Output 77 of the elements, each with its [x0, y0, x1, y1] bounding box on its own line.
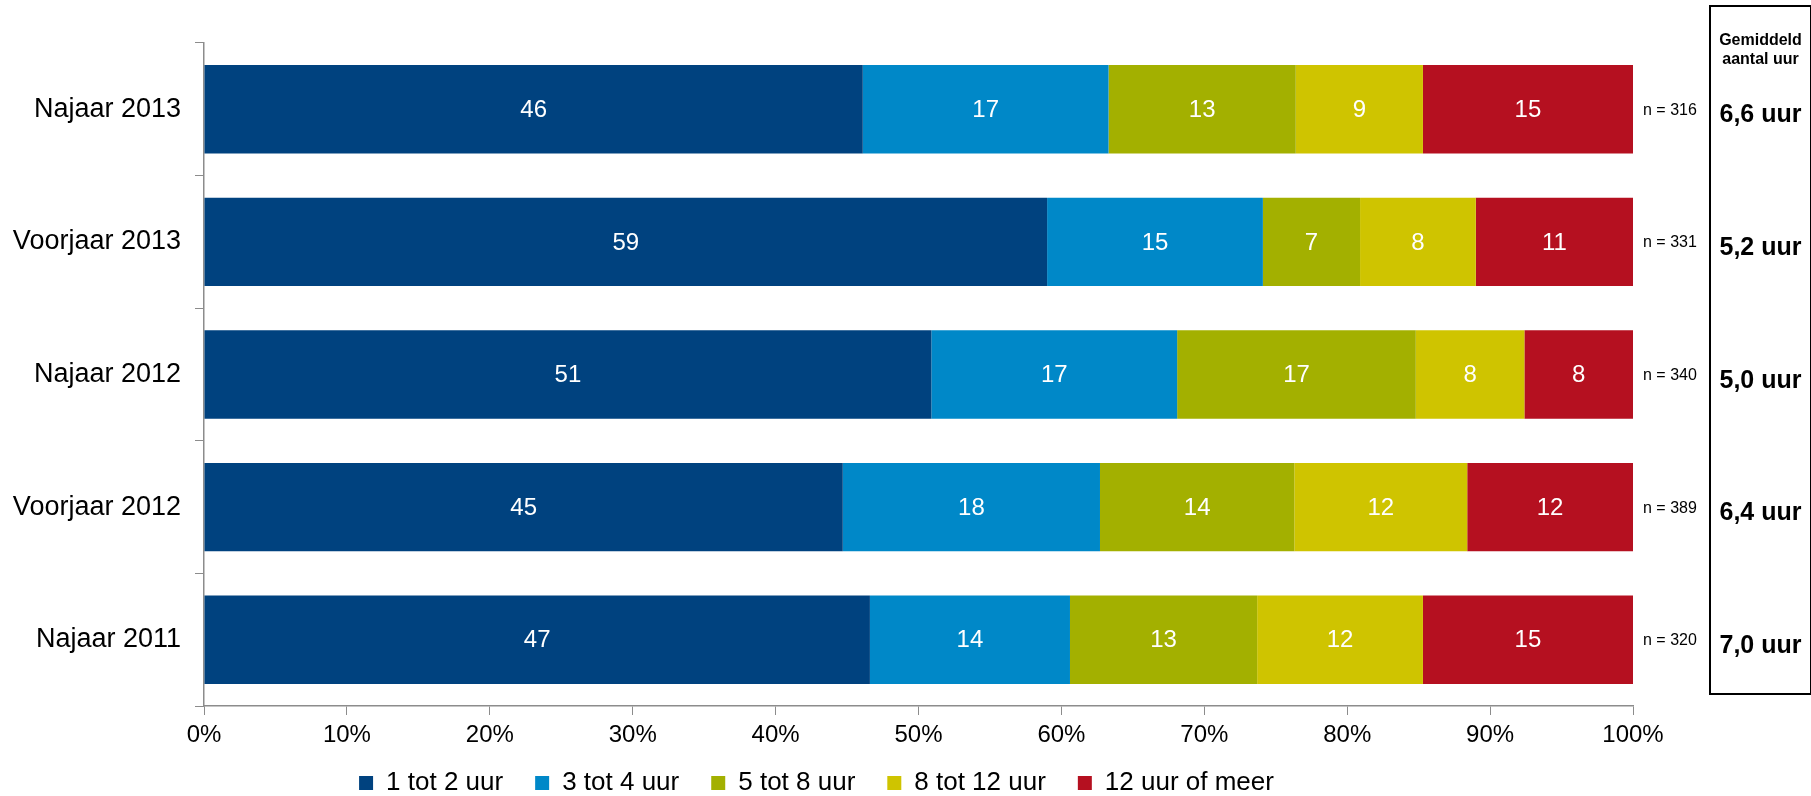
legend-label: 1 tot 2 uur: [386, 766, 504, 796]
bar: [1069, 595, 1258, 684]
bar: [1108, 65, 1296, 154]
text: n = 331: [1643, 233, 1697, 251]
data-label: 7: [1304, 227, 1319, 255]
bar: [204, 197, 1048, 287]
text: n = 316: [1643, 100, 1697, 118]
y-tick-label: Najaar 2013: [33, 92, 181, 123]
x-tick-label: 0%: [186, 720, 222, 748]
data-label: 59: [612, 227, 640, 255]
data-label: 15: [1514, 625, 1542, 653]
bar: [1475, 197, 1633, 287]
x-tick-label: 40%: [751, 720, 800, 748]
data-label: 15: [1141, 227, 1169, 255]
bar: [1422, 595, 1633, 684]
text: n = 340: [1643, 365, 1697, 383]
legend-label: 8 tot 12 uur: [914, 766, 1047, 796]
x-tick-label: 80%: [1323, 720, 1372, 748]
outline-box: Gemiddeld aantal uur 6,6 uur 5,2 uur 5,0 uur 6,4 uur 7,0 uur: [1709, 5, 1811, 695]
text: n = 389: [1643, 498, 1697, 516]
data-label: 17: [972, 94, 1000, 122]
data-label: 15: [1514, 94, 1542, 122]
bar: [1294, 462, 1468, 552]
bar: [204, 595, 870, 684]
x-tick-label: 10%: [322, 720, 371, 748]
data-label: 47: [523, 625, 551, 653]
bar: [862, 65, 1109, 154]
bar: [1360, 197, 1476, 287]
data-label: 45: [510, 492, 537, 520]
data-label: 51: [554, 360, 582, 388]
bar: [204, 462, 843, 552]
data-label: 17: [1040, 360, 1068, 388]
y-tick-label: Voorjaar 2012: [12, 490, 181, 521]
legend-label: 5 tot 8 uur: [738, 766, 856, 796]
legend-label: 3 tot 4 uur: [562, 766, 680, 796]
bar: [1422, 65, 1633, 154]
data-label: 8: [1572, 360, 1586, 388]
text: n = 320: [1643, 631, 1697, 649]
bar: [1262, 197, 1361, 287]
x-tick-label: 100%: [1602, 720, 1664, 748]
data-label: 11: [1541, 227, 1567, 255]
x-tick-label: 50%: [894, 720, 943, 748]
y-tick-label: Voorjaar 2013: [12, 225, 181, 256]
x-tick-label: 30%: [608, 720, 657, 748]
bar: [1524, 330, 1633, 419]
bar: [931, 330, 1178, 419]
y-tick-label: Najaar 2012: [33, 357, 181, 388]
bar: [1257, 595, 1423, 684]
data-label: 18: [958, 492, 985, 520]
bar: [1467, 462, 1633, 552]
y-tick-label: Najaar 2011: [35, 623, 181, 654]
data-label: 14: [956, 625, 984, 653]
bar: [1177, 330, 1416, 419]
bar: [1047, 197, 1263, 287]
bar: [869, 595, 1070, 684]
legend-label: 12 uur of meer: [1104, 766, 1275, 796]
bar: [1295, 65, 1423, 154]
bar: [842, 462, 1100, 552]
data-label: 12: [1536, 492, 1564, 520]
data-label: 13: [1150, 625, 1177, 653]
data-label: 46: [520, 94, 547, 122]
x-tick-label: 90%: [1466, 720, 1515, 748]
data-label: 9: [1352, 94, 1367, 122]
bar: [204, 65, 863, 154]
data-label: 13: [1188, 94, 1216, 122]
x-tick-label: 60%: [1037, 720, 1086, 748]
data-label: 14: [1183, 492, 1211, 520]
x-tick-label: 70%: [1180, 720, 1229, 748]
data-label: 8: [1411, 227, 1425, 255]
x-tick-label: 20%: [465, 720, 514, 748]
data-label: 12: [1367, 492, 1395, 520]
bar: [1099, 462, 1295, 552]
data-label: 8: [1463, 360, 1477, 388]
bar: [204, 330, 932, 419]
data-label: 12: [1326, 625, 1354, 653]
data-label: 17: [1283, 360, 1310, 388]
bar: [1415, 330, 1525, 419]
